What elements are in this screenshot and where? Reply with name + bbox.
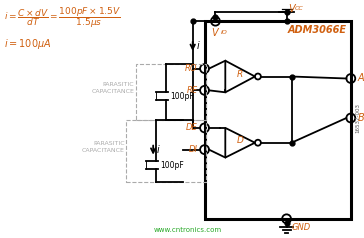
Text: IO: IO [220,30,227,35]
Text: B: B [358,113,364,123]
Text: www.cntronics.com: www.cntronics.com [154,227,222,233]
Text: A: A [358,74,364,84]
Text: DI: DI [189,145,198,154]
Text: 100pF: 100pF [160,161,184,170]
Bar [126,120,206,182]
Text: RO: RO [185,64,198,73]
Text: V: V [211,28,218,38]
Text: GND: GND [292,223,311,232]
Text: PARASITIC
CAPACITANCE: PARASITIC CAPACITANCE [91,82,134,94]
Text: $i = 100\mu A$: $i = 100\mu A$ [4,37,51,51]
Text: R: R [237,70,243,79]
Text: RE: RE [186,86,198,95]
Text: ADM3066E: ADM3066E [288,25,347,35]
Text: $i = \dfrac{C \times dV}{dT} = \dfrac{100pF \times 1.5V}{1.5\mu s}$: $i = \dfrac{C \times dV}{dT} = \dfrac{10… [4,5,121,30]
Text: CC: CC [294,6,303,11]
Text: D: D [237,136,244,145]
Text: i: i [197,41,199,51]
Text: PARASITIC
CAPACITANCE: PARASITIC CAPACITANCE [82,141,124,153]
Bar [136,64,206,120]
Text: 100pF: 100pF [170,92,194,101]
Text: i: i [157,145,160,155]
Text: DE: DE [186,123,198,132]
Text: 16537-003: 16537-003 [355,103,360,133]
Text: V: V [289,4,295,14]
Bar [205,21,351,219]
